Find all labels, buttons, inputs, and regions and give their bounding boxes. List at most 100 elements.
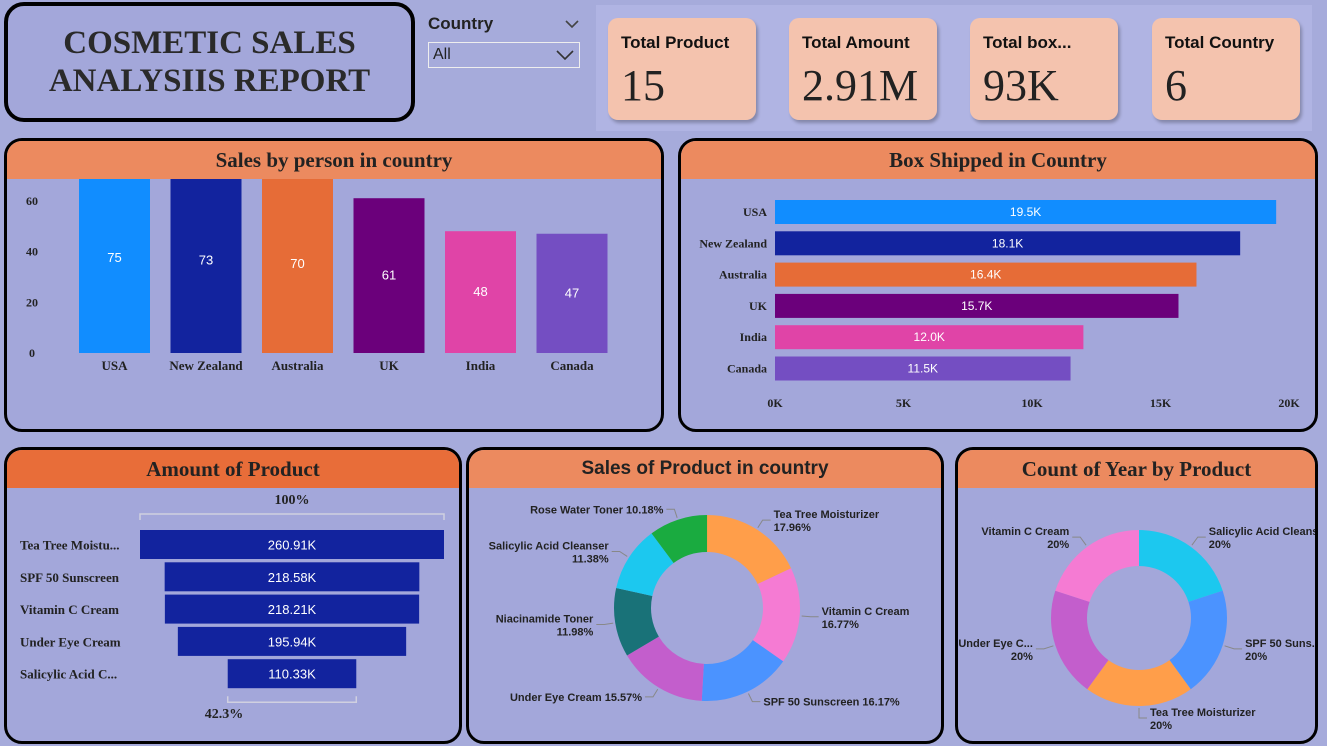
dropdown-chevron-icon[interactable]: [555, 49, 575, 61]
bar-data-label: 75: [107, 250, 121, 265]
y-tick-label: 20: [26, 295, 38, 309]
funnel-category-label: Under Eye Cream: [20, 634, 121, 649]
amount-of-product-panel: Amount of Product 100% 260.91K Tea Tree Mo…: [4, 447, 462, 744]
chevron-down-icon[interactable]: [564, 19, 580, 29]
funnel-category-label: SPF 50 Sunscreen: [20, 570, 120, 585]
chart-title: Amount of Product: [7, 450, 459, 488]
slice-name-label: Tea Tree Moisturizer: [1150, 707, 1256, 719]
kpi-value: 2.91M: [802, 61, 919, 110]
y-tick-label: 60: [26, 194, 38, 208]
funnel-bar: [177, 626, 407, 656]
slice-name-label: SPF 50 Sunscreen: [763, 697, 862, 709]
slice-name-label: SPF 50 Suns...: [1245, 638, 1315, 650]
x-tick-label: 10K: [1021, 396, 1043, 410]
donut-slice: [651, 515, 708, 564]
slice-name-label: Vitamin C Cream: [981, 526, 1069, 538]
leader-line: [747, 693, 761, 703]
donut-slice: [1169, 590, 1227, 690]
bar-data-label: 61: [382, 268, 396, 283]
slice-label: Rose Water Toner 10.18%: [530, 504, 663, 516]
bar: [775, 262, 1197, 287]
funnel-top-percent: 100%: [275, 493, 310, 508]
funnel-data-label: 218.21K: [268, 602, 317, 617]
leader-line: [645, 688, 659, 698]
funnel-bar: [164, 562, 420, 592]
kpi-total-country: Total Country 6: [1152, 18, 1300, 120]
bar: [775, 325, 1084, 350]
donut-slice: [752, 568, 800, 662]
chart-title: Sales of Product in country: [469, 450, 941, 488]
kpi-strip: Total Product 15 Total Amount 2.91M Tota…: [596, 5, 1312, 131]
amount-of-product-chart: 100% 260.91K Tea Tree Moistu... 218.58K SPF …: [20, 493, 445, 722]
x-tick-label: 0K: [767, 396, 783, 410]
bar: [445, 231, 516, 353]
slice-percent-label: 11.38%: [572, 554, 609, 566]
funnel-category-label: Tea Tree Moistu...: [20, 538, 120, 553]
bar-data-label: 15.7K: [961, 299, 992, 313]
kpi-value: 6: [1165, 61, 1187, 110]
slice-percent-label: 16.17%: [862, 697, 900, 709]
slice-percent-label: 20%: [1209, 539, 1231, 551]
slicer-header[interactable]: Country: [428, 14, 580, 34]
funnel-data-label: 260.91K: [268, 538, 317, 553]
funnel-bottom-percent: 42.3%: [205, 707, 244, 722]
bar: [170, 167, 242, 353]
slice-name-label: Salicylic Acid Cleanser: [1209, 526, 1315, 538]
donut-slice: [707, 515, 792, 585]
bar-data-label: 47: [565, 285, 579, 300]
x-tick-label: 20K: [1278, 396, 1300, 410]
funnel-bar: [140, 530, 444, 559]
bar: [775, 356, 1071, 381]
slice-percent-label: 16.77%: [822, 619, 860, 631]
bar-data-label: 11.5K: [908, 362, 938, 376]
slice-name-label: Salicylic Acid Cleanser: [489, 541, 610, 553]
box-shipped-panel: Box Shipped in Country 0K 5K 10K 15K 20K 19.5…: [678, 138, 1318, 432]
bar: [353, 198, 425, 353]
kpi-value: 15: [621, 61, 665, 110]
box-shipped-chart: 0K 5K 10K 15K 20K 19.5K USA 18.1K New Zealand 16.…: [699, 200, 1300, 410]
sales-of-product-panel: Sales of Product in country Tea Tree Moi…: [466, 447, 944, 744]
y-tick-label: New Zealand: [699, 236, 767, 250]
slice-percent-label: 20%: [1150, 720, 1172, 732]
bar: [79, 162, 150, 353]
y-tick-label: India: [740, 330, 767, 344]
country-dropdown[interactable]: All: [428, 42, 580, 68]
bar-data-label: 19.5K: [1010, 205, 1041, 219]
bar: [262, 175, 333, 353]
leader-line: [1072, 536, 1087, 546]
x-tick-label: Australia: [272, 358, 325, 373]
y-tick-label: 0: [29, 346, 35, 360]
bar: [775, 231, 1241, 256]
slice-percent-label: 15.57%: [605, 692, 643, 704]
slice-name-label: Niacinamide Toner: [496, 614, 594, 626]
x-tick-label: New Zealand: [169, 358, 243, 373]
y-tick-label: Australia: [719, 268, 767, 282]
chart-title: Box Shipped in Country: [681, 141, 1315, 179]
leader-line: [801, 615, 819, 618]
kpi-label: Total Product: [621, 33, 730, 52]
funnel-bar: [164, 594, 420, 624]
x-tick-label: USA: [101, 358, 128, 373]
count-of-year-panel: Count of Year by Product Salicylic Acid …: [955, 447, 1318, 744]
leader-line: [611, 551, 628, 557]
kpi-label: Total box...: [983, 33, 1072, 52]
x-tick-label: India: [466, 358, 496, 373]
funnel-category-label: Salicylic Acid C...: [20, 667, 117, 682]
x-tick-label: Canada: [550, 358, 594, 373]
leader-line: [1191, 536, 1206, 546]
y-tick-label: 40: [26, 245, 38, 259]
slice-percent-label: 17.96%: [774, 522, 812, 534]
leader-line: [1035, 645, 1054, 650]
chart-title: Count of Year by Product: [958, 450, 1315, 488]
funnel-bottom-bracket: [226, 696, 358, 703]
leader-line: [596, 622, 614, 626]
report-title-box: COSMETIC SALES ANALYSIIS REPORT: [4, 2, 415, 122]
slice-label: Under Eye Cream 15.57%: [510, 692, 642, 704]
slice-percent-label: 20%: [1011, 651, 1033, 663]
kpi-label: Total Amount: [802, 33, 910, 52]
bar-data-label: 70: [290, 256, 304, 271]
sales-by-person-chart: 02040608075USA73New Zealand70Australia61…: [26, 143, 608, 373]
kpi-value: 93K: [983, 61, 1059, 110]
report-title-line1: COSMETIC SALES: [63, 25, 356, 61]
donut-slice: [614, 587, 659, 656]
